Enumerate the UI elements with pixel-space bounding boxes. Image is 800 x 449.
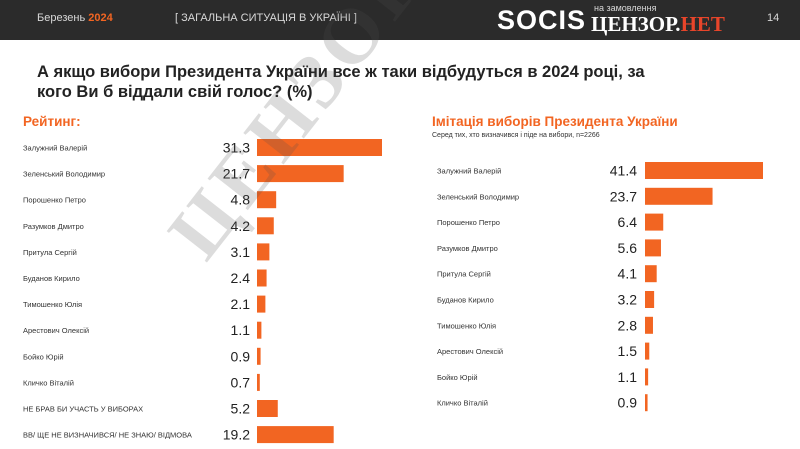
value-label: 0.7 [231,374,251,390]
bar [645,239,661,257]
bar [645,291,655,308]
value-label: 3.2 [618,292,638,308]
bar [257,321,262,339]
category-label: Разумков Дмитро [23,222,84,231]
category-label: ВВ/ ЩЕ НЕ ВИЗНАЧИВСЯ/ НЕ ЗНАЮ/ ВІДМОВА [23,431,192,440]
category-label: Притула Сергій [23,248,77,257]
bar [257,426,334,444]
bar [645,394,648,412]
category-label: НЕ БРАВ БИ УЧАСТЬ У ВИБОРАХ [23,405,143,414]
value-label: 3.1 [231,244,251,260]
category-label: Залужний Валерій [23,144,87,153]
bar [645,316,653,334]
survey-question: А якщо вибори Президента України все ж т… [37,63,645,101]
bar [257,295,266,313]
socis-logo: SOCIS [497,5,587,35]
value-label: 23.7 [610,188,637,204]
value-label: 2.8 [618,317,638,333]
value-label: 21.7 [223,166,250,182]
category-label: Залужний Валерій [437,167,501,176]
bar [257,269,267,287]
category-label: Тимошенко Юлія [437,321,496,330]
value-label: 19.2 [223,427,250,443]
bar [257,139,382,156]
category-label: Зеленський Володимир [23,170,105,179]
category-label: Разумков Дмитро [437,244,498,253]
category-label: Арестович Олексій [23,326,89,335]
category-label: Зеленський Володимир [437,192,519,201]
value-label: 0.9 [231,348,251,364]
value-label: 0.9 [618,395,638,411]
category-label: Бойко Юрій [437,373,478,382]
client-logo-accent: НЕТ [680,12,725,36]
value-label: 1.5 [618,343,638,359]
category-label: Бойко Юрій [23,352,64,361]
report-year: 2024 [88,12,113,24]
bar [645,368,649,386]
page-number: 14 [767,12,780,24]
bar [645,162,763,179]
value-label: 5.2 [231,401,251,417]
report-date: Березень 2024 [37,12,113,24]
bar [257,373,260,391]
bar [257,217,274,235]
category-label: Кличко Віталій [23,378,74,387]
chart-right-title: Імітація виборів Президента України [432,114,678,129]
category-label: Буданов Кирило [437,296,494,305]
value-label: 2.4 [231,270,251,286]
bar [257,191,277,209]
bar [645,187,713,205]
value-label: 41.4 [610,163,637,179]
bar [257,243,270,261]
bar [257,165,344,183]
category-label: Притула Сергій [437,270,491,279]
bar [257,400,278,417]
commission-text: на замовлення [594,3,657,13]
bar [257,347,261,365]
report-month: Березень [37,12,86,24]
value-label: 5.6 [618,240,638,256]
category-label: Порошенко Петро [23,196,86,205]
value-label: 1.1 [618,369,638,385]
client-logo: ЦЕНЗОР.НЕТ [591,12,725,37]
category-label: Тимошенко Юлія [23,300,82,309]
value-label: 1.1 [231,322,251,338]
bar [645,213,664,231]
chart-left-title: Рейтинг: [23,114,81,129]
header-bar: Березень 2024 [ ЗАГАЛЬНА СИТУАЦІЯ В УКРА… [0,0,800,40]
value-label: 2.1 [231,296,251,312]
bar [645,342,650,360]
value-label: 4.2 [231,218,251,234]
value-label: 6.4 [618,214,638,230]
chart-right-subtitle: Серед тих, хто визначився і піде на вибо… [432,132,600,139]
value-label: 31.3 [223,140,250,156]
client-logo-main: ЦЕНЗОР. [591,12,681,36]
section-title: [ ЗАГАЛЬНА СИТУАЦІЯ В УКРАЇНІ ] [175,12,357,24]
value-label: 4.1 [618,266,638,282]
category-label: Порошенко Петро [437,218,500,227]
category-label: Кличко Віталій [437,399,488,408]
value-label: 4.8 [231,192,251,208]
category-label: Буданов Кирило [23,274,80,283]
bar [645,265,657,283]
category-label: Арестович Олексій [437,347,503,356]
